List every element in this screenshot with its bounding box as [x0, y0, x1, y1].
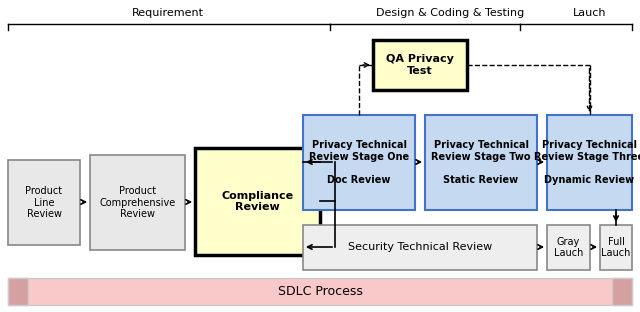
Text: Product
Comprehensive
Review: Product Comprehensive Review [99, 186, 175, 219]
FancyBboxPatch shape [195, 148, 320, 255]
FancyBboxPatch shape [600, 225, 632, 270]
Text: QA Privacy
Test: QA Privacy Test [386, 54, 454, 76]
FancyBboxPatch shape [612, 278, 632, 305]
Text: SDLC Process: SDLC Process [278, 285, 362, 298]
FancyBboxPatch shape [303, 115, 415, 210]
FancyBboxPatch shape [547, 115, 632, 210]
Text: Full
Lauch: Full Lauch [602, 237, 630, 258]
Text: Requirement: Requirement [132, 8, 204, 18]
FancyBboxPatch shape [373, 40, 467, 90]
Text: Product
Line
Review: Product Line Review [26, 186, 63, 219]
FancyBboxPatch shape [425, 115, 537, 210]
FancyBboxPatch shape [8, 278, 28, 305]
Text: Privacy Technical
Review Stage Three

Dynamic Review: Privacy Technical Review Stage Three Dyn… [534, 140, 640, 185]
Text: Lauch: Lauch [573, 8, 607, 18]
Text: Compliance
Review: Compliance Review [221, 191, 294, 212]
FancyBboxPatch shape [547, 225, 590, 270]
FancyBboxPatch shape [8, 160, 80, 245]
Text: Security Technical Review: Security Technical Review [348, 242, 492, 252]
Text: Gray
Lauch: Gray Lauch [554, 237, 583, 258]
FancyBboxPatch shape [303, 225, 537, 270]
Text: Design & Coding & Testing: Design & Coding & Testing [376, 8, 524, 18]
Text: Privacy Technical
Review Stage One

Doc Review: Privacy Technical Review Stage One Doc R… [309, 140, 409, 185]
FancyBboxPatch shape [90, 155, 185, 250]
FancyBboxPatch shape [8, 278, 632, 305]
Text: Privacy Technical
Review Stage Two

Static Review: Privacy Technical Review Stage Two Stati… [431, 140, 531, 185]
